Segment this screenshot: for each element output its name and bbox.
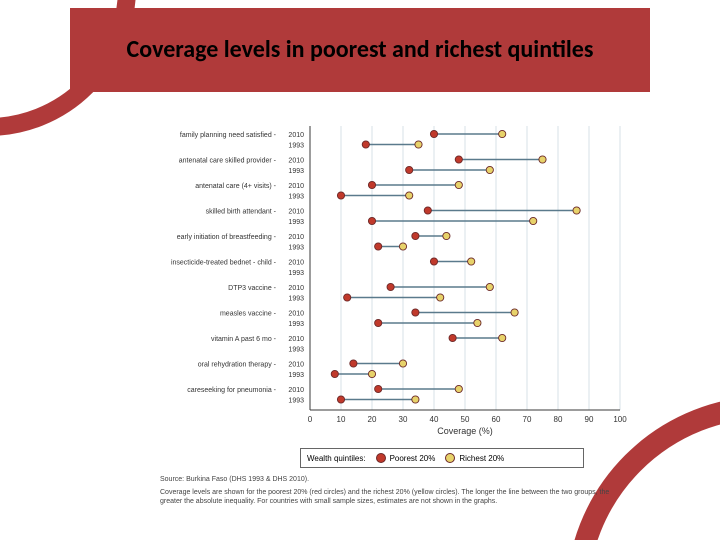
poorest-marker-icon — [376, 453, 386, 463]
svg-text:60: 60 — [492, 415, 501, 424]
svg-text:family planning need satisfied: family planning need satisfied - — [180, 132, 277, 139]
richest-marker-icon — [445, 453, 455, 463]
svg-text:1993: 1993 — [288, 321, 304, 328]
svg-text:2010: 2010 — [288, 158, 304, 165]
svg-text:vitamin A past 6 mo -: vitamin A past 6 mo - — [211, 336, 277, 343]
svg-text:2010: 2010 — [288, 260, 304, 267]
svg-text:antenatal care skilled provide: antenatal care skilled provider - — [179, 158, 277, 165]
svg-text:2010: 2010 — [288, 336, 304, 343]
svg-text:1993: 1993 — [288, 347, 304, 354]
caption-line: Coverage levels are shown for the poores… — [160, 489, 630, 507]
svg-text:10: 10 — [337, 415, 346, 424]
legend-label-poorest: Poorest 20% — [390, 454, 436, 463]
svg-text:measles vaccine -: measles vaccine - — [220, 311, 277, 318]
svg-text:20: 20 — [368, 415, 377, 424]
svg-text:70: 70 — [523, 415, 532, 424]
svg-text:80: 80 — [554, 415, 563, 424]
svg-text:insecticide-treated bednet - c: insecticide-treated bednet - child - — [171, 260, 277, 267]
legend-label-richest: Richest 20% — [459, 454, 504, 463]
svg-text:1993: 1993 — [288, 219, 304, 226]
svg-text:2010: 2010 — [288, 387, 304, 394]
legend: Wealth quintiles: Poorest 20% Richest 20… — [300, 448, 584, 468]
svg-text:40: 40 — [430, 415, 439, 424]
svg-text:100: 100 — [613, 415, 627, 424]
chart-svg: 0 10 20 30 40 50 60 70 80 90 100 Coverage (%) family… — [160, 120, 628, 440]
svg-text:1993: 1993 — [288, 398, 304, 405]
legend-item-richest: Richest 20% — [445, 453, 504, 463]
svg-text:early initiation of breastfeed: early initiation of breastfeeding - — [177, 234, 277, 241]
svg-text:1993: 1993 — [288, 372, 304, 379]
svg-text:1993: 1993 — [288, 168, 304, 175]
chart-notes: Source: Burkina Faso (DHS 1993 & DHS 201… — [160, 476, 630, 506]
legend-title: Wealth quintiles: — [307, 454, 366, 463]
svg-text:2010: 2010 — [288, 183, 304, 190]
svg-text:2010: 2010 — [288, 362, 304, 369]
svg-text:2010: 2010 — [288, 234, 304, 241]
svg-text:90: 90 — [585, 415, 594, 424]
title-bar: Coverage levels in poorest and richest q… — [70, 8, 650, 92]
svg-text:skilled birth attendant -: skilled birth attendant - — [206, 209, 277, 216]
svg-text:careseeking for pneumonia -: careseeking for pneumonia - — [187, 387, 276, 394]
svg-text:2010: 2010 — [288, 285, 304, 292]
svg-text:oral rehydration therapy -: oral rehydration therapy - — [198, 362, 277, 369]
svg-text:2010: 2010 — [288, 311, 304, 318]
svg-text:2010: 2010 — [288, 209, 304, 216]
legend-item-poorest: Poorest 20% — [376, 453, 436, 463]
svg-text:1993: 1993 — [288, 143, 304, 150]
svg-text:2010: 2010 — [288, 132, 304, 139]
svg-text:antenatal care (4+ visits) -: antenatal care (4+ visits) - — [195, 183, 276, 190]
svg-text:50: 50 — [461, 415, 470, 424]
svg-text:0: 0 — [308, 415, 313, 424]
svg-text:DTP3 vaccine -: DTP3 vaccine - — [228, 285, 277, 292]
svg-text:1993: 1993 — [288, 245, 304, 252]
source-line: Source: Burkina Faso (DHS 1993 & DHS 201… — [160, 476, 630, 485]
svg-text:30: 30 — [399, 415, 408, 424]
svg-text:1993: 1993 — [288, 296, 304, 303]
page-title: Coverage levels in poorest and richest q… — [109, 36, 612, 64]
coverage-chart: 0 10 20 30 40 50 60 70 80 90 100 Coverage (%) family… — [160, 120, 628, 440]
svg-text:1993: 1993 — [288, 270, 304, 277]
svg-text:Coverage (%): Coverage (%) — [437, 426, 493, 436]
svg-text:1993: 1993 — [288, 194, 304, 201]
